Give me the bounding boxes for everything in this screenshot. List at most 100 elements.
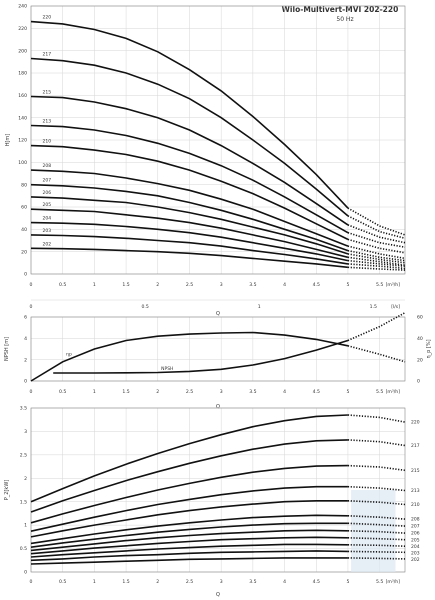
- head-curve-label-217: 217: [43, 51, 52, 57]
- npsh-x-tick-label: 0.5: [59, 389, 66, 395]
- head-chart-panel: 0 0.5 1 1.5 2 2.5 3 3.5 4 4.5 5 5.50204060801001201…: [5, 4, 406, 317]
- head-curve-210: [30, 144, 349, 241]
- npsh-curve-extension-efficiency: [347, 345, 406, 363]
- power-x-tick-label: 1.5: [122, 579, 129, 585]
- power-curve-extension-213: [347, 485, 406, 492]
- npsh-curve-label: NPSH: [161, 366, 173, 372]
- head-curve-215: [30, 95, 349, 226]
- power-curve-extension-203: [347, 550, 406, 554]
- head-x2-tick-label: 0.5: [141, 304, 148, 310]
- head-curve-label-205: 205: [43, 202, 52, 208]
- power-curve-extension-215: [347, 464, 406, 472]
- power-curve-220: [30, 414, 348, 503]
- power-x-tick-label: 0: [30, 579, 33, 585]
- head-y-tick-label: 40: [21, 227, 27, 233]
- npsh-x-tick-label: 2.5: [186, 389, 193, 395]
- power-curve-202: [30, 557, 348, 565]
- head-y-tick-label: 200: [18, 48, 27, 54]
- npsh-efficiency-chart-panel: 0 0.5 1 1.5 2 2.5 3 3.5 4 4.5 5 5.502460204060[m³/h…: [4, 311, 432, 410]
- power-x-tick-label: 4: [283, 579, 286, 585]
- head-curve-extension-204: [347, 259, 406, 267]
- power-curve-label-204: 204: [411, 544, 420, 550]
- npsh-y-tick-label: 2: [24, 357, 27, 363]
- power-curve-208: [30, 514, 348, 545]
- npsh-y-axis-label: NPSH [m]: [4, 337, 10, 361]
- power-curve-label-203: 203: [411, 550, 420, 556]
- power-curve-203: [30, 550, 348, 562]
- power-plot-frame: [30, 407, 406, 573]
- npsh-x-axis-label: Q: [216, 404, 220, 410]
- power-curve-extension-217: [347, 439, 406, 447]
- npsh-x-tick-label: 0: [30, 389, 33, 395]
- head-x-tick-label: 2: [156, 282, 159, 288]
- head-x2-tick-label: 1.5: [370, 304, 377, 310]
- head-curve-208: [30, 169, 349, 247]
- head-curve-extension-215: [347, 224, 406, 244]
- head-y-tick-label: 240: [18, 4, 27, 10]
- power-chart-panel: 0 0.5 1 1.5 2 2.5 3 3.5 4 4.5 5 5.5 0 0.5 1 1.5 2 2.5 3 3.5…: [4, 406, 420, 598]
- power-curve-extension-207: [347, 522, 406, 527]
- power-x-axis-label: Q: [216, 592, 220, 598]
- npsh-curve-npsh: [53, 339, 349, 374]
- head-x-tick-label: 2.5: [186, 282, 193, 288]
- power-x-tick-label: 2: [156, 579, 159, 585]
- power-y-tick-label: 3.5: [20, 406, 27, 412]
- head-curve-extension-217: [347, 215, 406, 240]
- head-y-axis-label: H[m]: [5, 134, 11, 147]
- power-y-axis-label: P_2[kW]: [4, 480, 10, 500]
- power-y-tick-label: 1: [24, 523, 27, 529]
- npsh-x-tick-label: 2: [156, 389, 159, 395]
- chart-subtitle: 50 Hz: [336, 16, 353, 23]
- power-curve-extension-202: [347, 557, 406, 560]
- head-curve-label-204: 204: [43, 216, 52, 222]
- power-curve-204: [30, 543, 348, 558]
- power-x-tick-label: 2.5: [186, 579, 193, 585]
- head-curve-206: [30, 196, 349, 255]
- head-x2-tick-label: 0: [30, 304, 33, 310]
- npsh-x-tick-label: 3: [220, 389, 223, 395]
- head-x-tick-label: 3: [220, 282, 223, 288]
- head-y-tick-label: 120: [18, 138, 27, 144]
- power-curve-215: [30, 464, 348, 524]
- power-curve-210: [30, 500, 348, 538]
- npsh-y2-tick-label: 60: [417, 315, 423, 321]
- npsh-x-tick-label: 3.5: [249, 389, 256, 395]
- head-curve-extension-220: [347, 207, 406, 236]
- head-curve-label-215: 215: [43, 89, 52, 95]
- npsh-curve-extension-npsh: [347, 311, 406, 342]
- power-y-tick-label: 3: [24, 429, 27, 435]
- head-x-tick-label: 3.5: [249, 282, 256, 288]
- npsh-y2-tick-label: 0: [417, 379, 420, 385]
- npsh-x-tick-label: 1: [93, 389, 96, 395]
- head-y-tick-label: 180: [18, 71, 27, 77]
- power-x-unit-label: [m³/h]: [386, 579, 401, 585]
- head-curve-label-213: 213: [43, 118, 52, 124]
- power-curve-extension-220: [347, 414, 406, 423]
- head-plot-frame: [30, 5, 406, 275]
- head-curve-label-208: 208: [43, 163, 52, 169]
- head-x2-tick-label: 1: [258, 304, 261, 310]
- head-x-tick-label: 4: [283, 282, 286, 288]
- head-y-tick-label: 160: [18, 93, 27, 99]
- power-curve-label-220: 220: [411, 420, 420, 426]
- power-x-tick-label: 1: [93, 579, 96, 585]
- head-curve-207: [30, 183, 349, 252]
- power-x-tick-label: 5.5: [376, 579, 383, 585]
- power-x-tick-label: 5: [346, 579, 349, 585]
- power-curve-extension-208: [347, 515, 406, 520]
- head-x-tick-label: 1.5: [122, 282, 129, 288]
- power-curve-extension-205: [347, 537, 406, 541]
- head-x2-unit-label: [l/s]: [391, 304, 400, 310]
- head-curve-213: [30, 124, 349, 234]
- head-y-tick-label: 0: [24, 272, 27, 278]
- power-curve-label-210: 210: [411, 502, 420, 508]
- power-x-tick-label: 4.5: [313, 579, 320, 585]
- head-y-tick-label: 220: [18, 26, 27, 32]
- power-curve-label-207: 207: [411, 524, 420, 530]
- head-curve-label-202: 202: [43, 241, 52, 247]
- head-curve-extension-202: [347, 266, 406, 271]
- head-y-tick-label: 100: [18, 160, 27, 166]
- head-y-tick-label: 80: [21, 182, 27, 188]
- chart-title: Wilo-Multivert-MVI 202-220: [282, 5, 399, 14]
